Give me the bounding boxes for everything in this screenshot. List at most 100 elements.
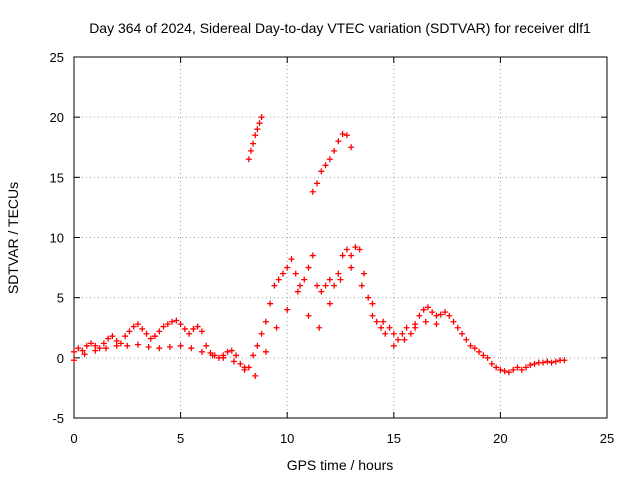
data-point — [275, 276, 282, 283]
data-point — [250, 352, 257, 359]
data-point — [262, 318, 269, 325]
y-tick-label: -5 — [52, 411, 64, 426]
data-point — [505, 369, 512, 376]
data-point — [501, 368, 508, 375]
data-point — [109, 333, 116, 340]
data-point — [194, 323, 201, 330]
data-point — [335, 138, 342, 145]
y-tick-label: 15 — [50, 170, 64, 185]
data-point — [173, 317, 180, 324]
data-point — [237, 360, 244, 367]
data-point — [337, 276, 344, 283]
data-point — [96, 345, 103, 352]
data-point — [369, 300, 376, 307]
data-point — [166, 344, 173, 351]
data-point — [309, 188, 316, 195]
data-point — [390, 330, 397, 337]
data-point — [373, 318, 380, 325]
data-point — [326, 156, 333, 163]
data-point — [450, 318, 457, 325]
data-point — [250, 140, 257, 147]
data-point — [134, 321, 141, 328]
data-point — [284, 264, 291, 271]
data-point — [358, 282, 365, 289]
data-point — [480, 352, 487, 359]
data-point — [292, 270, 299, 277]
x-tick-label: 20 — [493, 431, 507, 446]
data-point — [540, 359, 547, 366]
data-point — [484, 354, 491, 361]
data-point — [271, 282, 278, 289]
data-point — [322, 282, 329, 289]
data-point — [152, 333, 159, 340]
data-point — [318, 168, 325, 175]
data-point — [301, 276, 308, 283]
data-point — [318, 288, 325, 295]
data-point — [322, 162, 329, 169]
data-point — [433, 321, 440, 328]
data-point — [102, 345, 109, 352]
data-point — [124, 342, 131, 349]
data-point — [254, 342, 261, 349]
data-point — [164, 321, 171, 328]
y-tick-label: 25 — [50, 50, 64, 65]
data-point — [247, 147, 254, 154]
data-point — [339, 252, 346, 259]
data-point — [71, 357, 77, 364]
data-point — [203, 342, 210, 349]
data-point — [360, 270, 367, 277]
data-point — [241, 364, 248, 371]
data-point — [493, 364, 500, 371]
x-tick-label: 0 — [70, 431, 77, 446]
data-point — [412, 324, 419, 331]
data-series — [71, 244, 568, 376]
x-tick-label: 25 — [600, 431, 614, 446]
data-point — [407, 330, 414, 337]
data-point — [169, 318, 176, 325]
data-point — [386, 324, 393, 331]
data-series — [309, 131, 355, 195]
data-point — [130, 323, 137, 330]
data-point — [113, 342, 120, 349]
data-point — [424, 304, 431, 311]
data-point — [429, 309, 436, 316]
data-point — [143, 330, 150, 337]
data-point — [147, 335, 154, 342]
data-point — [348, 252, 355, 259]
axis-ticks: 0 5 10 15 20 25 -5 0 5 10 15 20 25 — [50, 50, 615, 446]
data-point — [177, 342, 184, 349]
data-point — [514, 364, 521, 371]
data-point — [476, 348, 483, 355]
data-point — [186, 330, 193, 337]
data-point — [331, 147, 338, 154]
data-point — [71, 348, 77, 355]
data-point — [305, 264, 312, 271]
data-point — [399, 330, 406, 337]
y-tick-label: 5 — [57, 291, 64, 306]
data-point — [316, 324, 323, 331]
data-point — [446, 312, 453, 319]
data-point — [548, 359, 555, 366]
data-point — [134, 341, 141, 348]
data-point — [254, 126, 261, 133]
data-point — [122, 333, 129, 340]
data-point — [352, 244, 359, 251]
data-point — [267, 300, 274, 307]
data-point — [339, 131, 346, 138]
data-point — [117, 340, 124, 347]
data-point — [198, 348, 205, 355]
data-point — [441, 309, 448, 316]
x-tick-label: 15 — [387, 431, 401, 446]
x-tick-label: 5 — [177, 431, 184, 446]
data-point — [382, 330, 389, 337]
data-point — [156, 345, 163, 352]
data-point — [510, 366, 517, 373]
data-point — [343, 132, 350, 139]
data-point — [378, 324, 385, 331]
data-point — [296, 282, 303, 289]
data-point — [544, 358, 551, 365]
data-point — [245, 156, 252, 163]
data-point — [343, 246, 350, 253]
data-point — [463, 336, 470, 343]
